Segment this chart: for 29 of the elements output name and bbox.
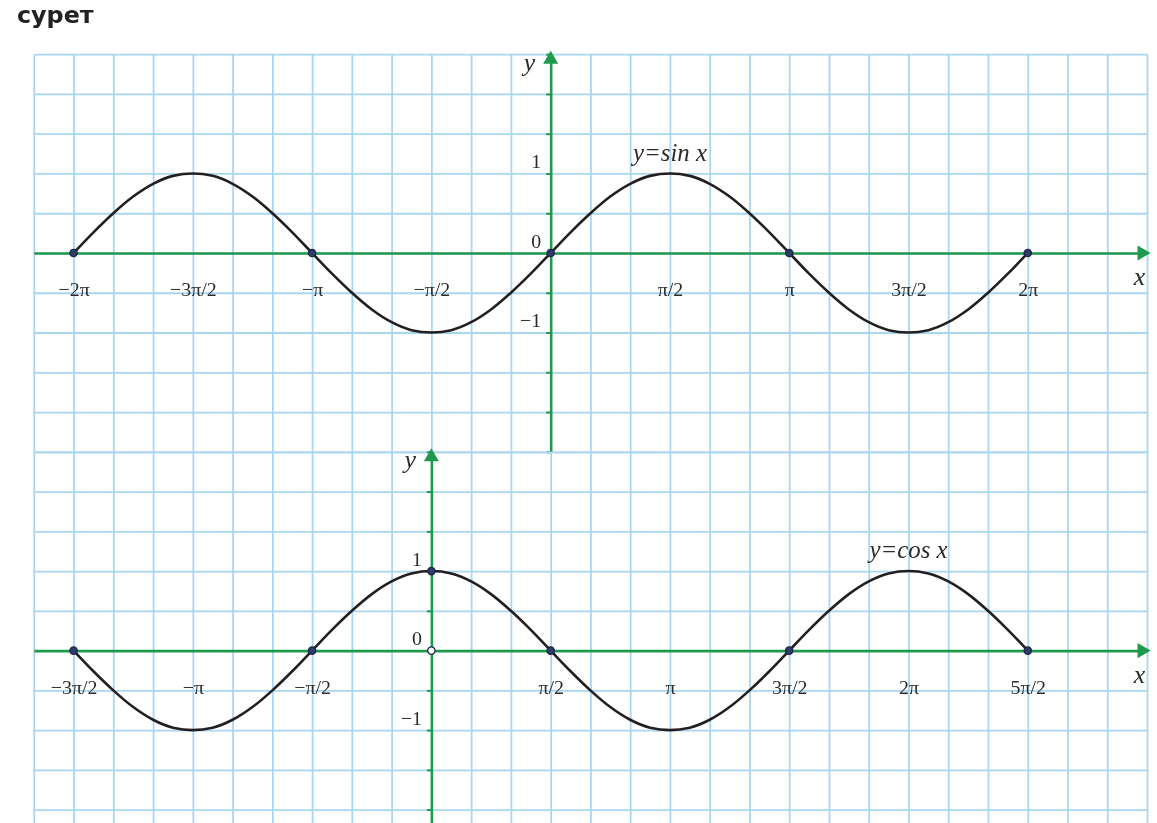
x-tick-label: −2π xyxy=(58,278,90,301)
y-tick-label: 0 xyxy=(531,229,542,252)
x-tick-label: 2π xyxy=(1018,278,1039,301)
x-axis-title: x xyxy=(1132,262,1146,292)
x-tick-label: π xyxy=(784,278,795,301)
y-axis-title: y xyxy=(401,445,417,475)
x-tick-label: π xyxy=(665,675,676,698)
y-tick-label: 1 xyxy=(412,547,422,570)
x-tick-label: −π/2 xyxy=(294,675,331,698)
x-tick-label: −π/2 xyxy=(413,278,451,301)
y-tick-label: −1 xyxy=(400,706,422,729)
series-label: y=cos x xyxy=(866,536,948,564)
x-tick-label: π/2 xyxy=(657,278,684,301)
y-tick-label: 0 xyxy=(412,627,422,650)
x-tick-label: −π xyxy=(301,278,324,301)
x-tick-label: −π xyxy=(182,675,204,698)
x-tick-label: 2π xyxy=(898,675,919,698)
x-tick-label: 3π/2 xyxy=(891,278,927,301)
y-axis-title: y xyxy=(520,47,536,77)
x-tick-label: −3π/2 xyxy=(50,675,98,698)
series-label: y=sin x xyxy=(629,138,707,166)
y-tick-label: 1 xyxy=(531,150,542,173)
y-tick-label: −1 xyxy=(520,309,542,332)
x-tick-label: 5π/2 xyxy=(1010,675,1046,698)
x-tick-label: π/2 xyxy=(538,675,564,698)
chart-title: сурет xyxy=(16,1,94,30)
x-tick-label: 3π/2 xyxy=(771,675,808,698)
x-tick-label: −3π/2 xyxy=(170,278,217,301)
x-axis-title: x xyxy=(1132,659,1146,689)
